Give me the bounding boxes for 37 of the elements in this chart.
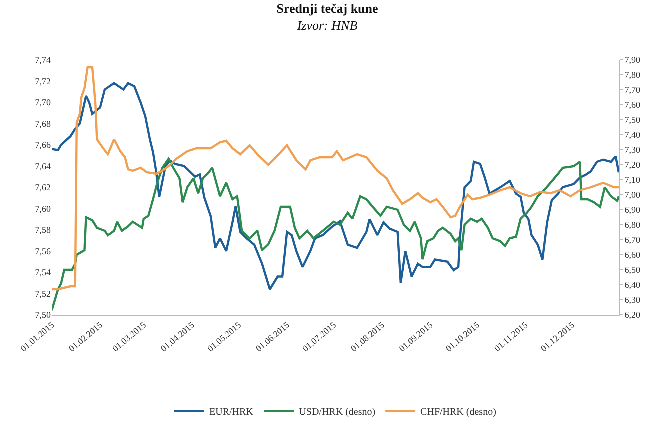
y-tick-label: 7,50	[35, 310, 52, 320]
y2-tick-label: 6,70	[624, 235, 642, 246]
y2-tick-label: 7,10	[624, 175, 642, 186]
legend-label: USD/HRK (desno)	[299, 407, 376, 418]
y2-tick-label: 7,40	[624, 130, 642, 140]
y2-tick-label: 6,90	[624, 205, 642, 216]
y-tick-label: 7,58	[35, 225, 52, 236]
y-tick-label: 7,54	[35, 268, 52, 278]
y2-tick-label: 6,20	[624, 310, 642, 320]
y2-tick-label: 7,80	[624, 70, 642, 80]
y2-tick-label: 7,00	[624, 190, 642, 200]
chart-subtitle: Izvor: HNB	[296, 18, 358, 34]
y2-tick-label: 7,50	[624, 115, 642, 126]
chart-title: Srednji tečaj kune	[276, 1, 379, 16]
y-tick-label: 7,72	[35, 76, 51, 86]
y2-tick-label: 7,60	[624, 100, 642, 110]
y2-tick-label: 7,70	[624, 85, 642, 96]
y-tick-label: 7,62	[35, 182, 51, 193]
y-tick-label: 7,56	[35, 246, 52, 256]
y-tick-label: 7,52	[35, 288, 51, 299]
y2-tick-label: 7,90	[624, 55, 642, 66]
y2-tick-label: 7,20	[624, 160, 642, 170]
y2-tick-label: 6,80	[624, 220, 642, 230]
y2-tick-label: 6,30	[624, 295, 642, 306]
y-tick-label: 7,68	[35, 118, 52, 129]
y2-tick-label: 6,40	[624, 280, 642, 290]
y-tick-label: 7,64	[35, 161, 52, 172]
y2-tick-label: 6,60	[624, 250, 642, 260]
y-tick-label: 7,74	[35, 55, 52, 66]
y2-tick-label: 6,50	[624, 265, 642, 276]
y-tick-label: 7,60	[35, 204, 52, 214]
y-tick-label: 7,66	[35, 140, 52, 150]
legend-label: CHF/HRK (desno)	[420, 407, 496, 418]
y-tick-label: 7,70	[35, 98, 52, 108]
y2-tick-label: 7,30	[624, 145, 642, 156]
line-series	[52, 158, 619, 312]
legend-label: EUR/HRK	[210, 407, 254, 418]
